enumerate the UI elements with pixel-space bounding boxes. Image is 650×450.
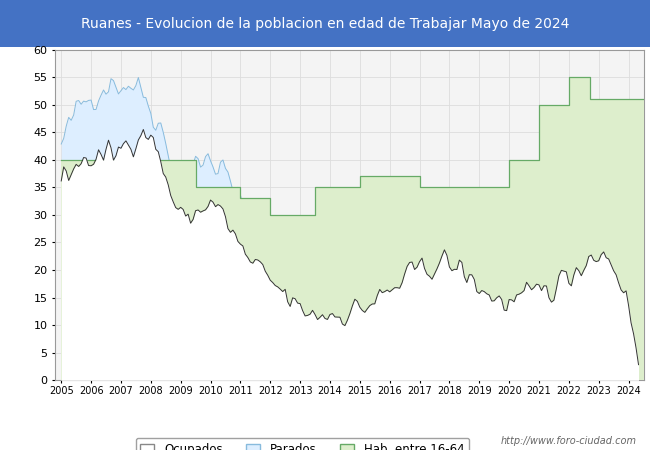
Legend: Ocupados, Parados, Hab. entre 16-64: Ocupados, Parados, Hab. entre 16-64 <box>136 438 469 450</box>
Text: http://www.foro-ciudad.com: http://www.foro-ciudad.com <box>501 436 637 446</box>
Text: Ruanes - Evolucion de la poblacion en edad de Trabajar Mayo de 2024: Ruanes - Evolucion de la poblacion en ed… <box>81 17 569 31</box>
